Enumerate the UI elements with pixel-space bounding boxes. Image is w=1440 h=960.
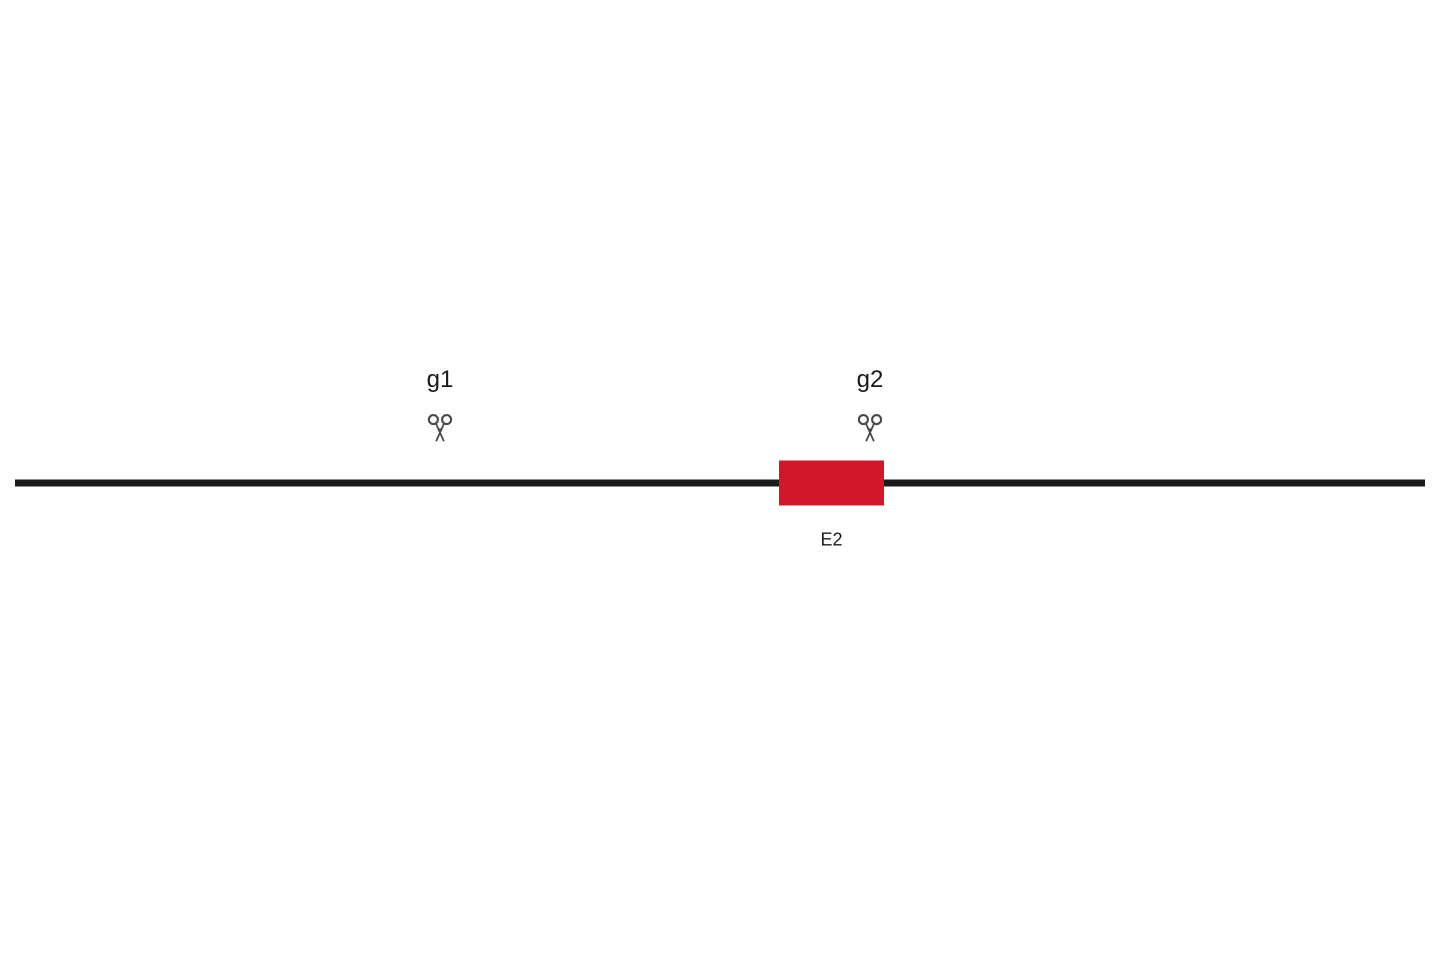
cut-site-label-g2: g2: [857, 366, 884, 393]
exon-block: [779, 461, 884, 506]
scissors-icon: [429, 415, 451, 441]
scissors-icon: [859, 415, 881, 441]
cut-site-label-g1: g1: [427, 366, 454, 393]
exon-label: E2: [820, 530, 842, 550]
